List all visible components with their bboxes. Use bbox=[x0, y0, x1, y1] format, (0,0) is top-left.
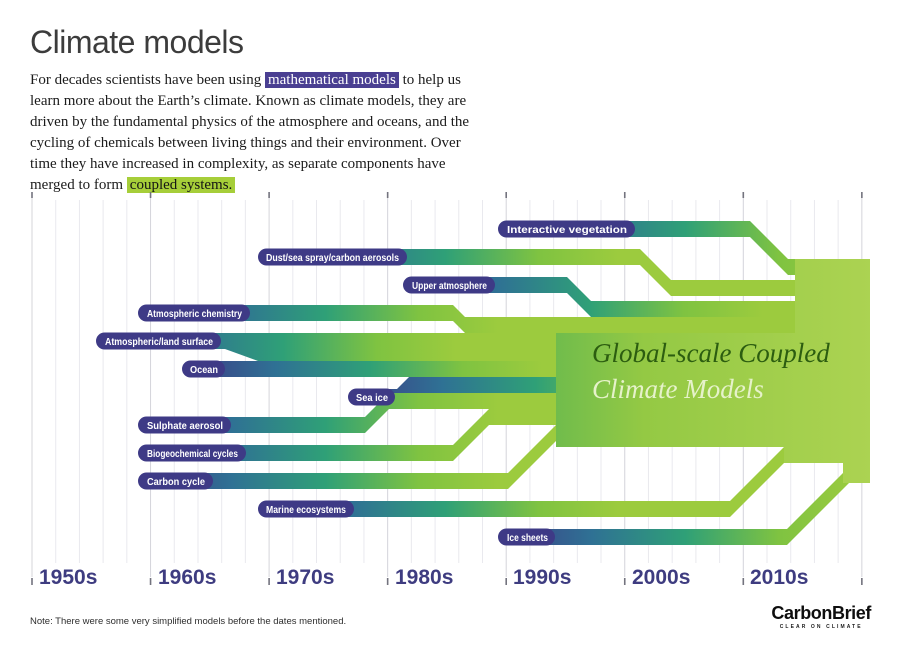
band-dust-sea-spray-flow bbox=[268, 249, 870, 296]
carbonbrief-logo-name: CarbonBrief bbox=[771, 603, 871, 623]
highlight-mathematical-models: mathematical models bbox=[264, 72, 399, 88]
band-dust-sea-spray-pill bbox=[258, 248, 407, 266]
band-marine-ecosystems-label: Marine ecosystems bbox=[266, 505, 346, 516]
axis-label-2010s: 2010s bbox=[750, 566, 808, 589]
intro-text-2: to help us learn more about the Earth’s … bbox=[30, 72, 470, 193]
band-sulphate-aerosol-pill bbox=[138, 416, 231, 434]
band-atmospheric-land-surface-pill bbox=[96, 332, 221, 350]
band-biogeochemical-cycles-pill bbox=[138, 444, 246, 462]
axis-label-1950s: 1950s bbox=[39, 566, 97, 589]
band-pills bbox=[96, 220, 635, 546]
band-atmospheric-chemistry-flow bbox=[148, 305, 870, 333]
band-biogeochemical-cycles-label: Biogeochemical cycles bbox=[147, 449, 238, 460]
coupled-models-title: Global-scale Coupled Climate Models bbox=[592, 338, 830, 404]
band-atmospheric-chemistry-label: Atmospheric chemistry bbox=[147, 309, 242, 320]
band-carbon-cycle-label: Carbon cycle bbox=[147, 477, 205, 488]
band-marine-ecosystems-pill bbox=[258, 500, 354, 518]
carbonbrief-logo: CarbonBrief CLEAR ON CLIMATE bbox=[771, 604, 871, 630]
footnote: Note: There were some very simplified mo… bbox=[30, 616, 347, 627]
band-atmospheric-land-surface-label: Atmospheric/land surface bbox=[105, 337, 213, 348]
intro-text-1: For decades scientists have been using bbox=[30, 72, 265, 88]
band-ice-sheets-pill bbox=[498, 528, 555, 546]
coupled-models-title-line2: Climate Models bbox=[592, 374, 764, 404]
highlight-coupled-systems: coupled systems. bbox=[126, 177, 236, 193]
band-upper-atmosphere-label: Upper atmosphere bbox=[412, 281, 487, 292]
band-labels: Interactive vegetation Dust/sea spray/ca… bbox=[105, 225, 627, 544]
band-ocean-label: Ocean bbox=[190, 365, 218, 376]
band-upper-atmosphere-pill bbox=[403, 276, 495, 294]
band-sulphate-aerosol-label: Sulphate aerosol bbox=[147, 421, 223, 432]
band-ocean-pill bbox=[182, 360, 225, 378]
band-interactive-vegetation-label: Interactive vegetation bbox=[507, 225, 627, 236]
x-axis-labels: 1950s 1960s 1970s 1980s 1990s 2000s 2010… bbox=[39, 566, 808, 589]
intro-paragraph: For decades scientists have been using m… bbox=[30, 70, 482, 196]
band-dust-sea-spray-label: Dust/sea spray/carbon aerosols bbox=[266, 253, 399, 264]
axis-label-1990s: 1990s bbox=[513, 566, 571, 589]
coupled-models-title-line1: Global-scale Coupled bbox=[592, 338, 830, 368]
band-ice-sheets-label: Ice sheets bbox=[507, 533, 548, 544]
coupled-models-block bbox=[556, 259, 870, 483]
axis-label-1960s: 1960s bbox=[158, 566, 216, 589]
axis-label-1980s: 1980s bbox=[395, 566, 453, 589]
axis-label-1970s: 1970s bbox=[276, 566, 334, 589]
band-sea-ice-label: Sea ice bbox=[356, 393, 388, 404]
band-upper-atmosphere-flow bbox=[413, 277, 870, 317]
page-title: Climate models bbox=[30, 24, 244, 60]
band-atmospheric-chemistry-pill bbox=[138, 304, 250, 322]
axis-label-2000s: 2000s bbox=[632, 566, 690, 589]
band-interactive-vegetation-pill bbox=[498, 220, 635, 238]
band-carbon-cycle-pill bbox=[138, 472, 213, 490]
carbonbrief-logo-tagline: CLEAR ON CLIMATE bbox=[779, 624, 863, 630]
band-sea-ice-pill bbox=[348, 388, 395, 406]
